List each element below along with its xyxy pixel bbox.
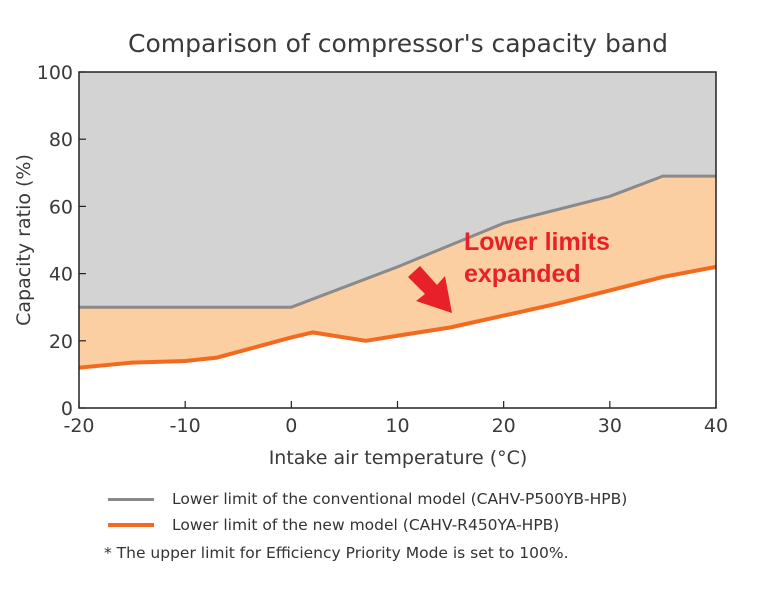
expanded-band-area xyxy=(79,176,716,368)
x-tick-label: 0 xyxy=(285,415,297,437)
x-tick-label: -20 xyxy=(63,415,94,437)
x-tick-label: 20 xyxy=(492,415,516,437)
plot-area xyxy=(78,71,717,409)
x-tick-label: -10 xyxy=(170,415,201,437)
chart-title: Comparison of compressor's capacity band xyxy=(128,29,668,58)
x-tick-labels: -20 -10 0 10 20 30 40 xyxy=(63,401,728,437)
x-tick-label: 10 xyxy=(385,415,409,437)
x-tick-label: 30 xyxy=(598,415,622,437)
conventional-band-area xyxy=(79,72,716,308)
footnote: * The upper limit for Efficiency Priorit… xyxy=(104,544,569,562)
y-tick-label: 100 xyxy=(37,62,73,84)
x-axis-label: Intake air temperature (°C) xyxy=(269,447,528,469)
legend-swatch-conventional xyxy=(108,497,154,501)
legend-item-new: Lower limit of the new model (CAHV-R450Y… xyxy=(108,512,627,538)
annotation: Lower limits expanded xyxy=(408,228,610,313)
annotation-line-1: Lower limits xyxy=(464,228,610,256)
y-tick-label: 0 xyxy=(61,398,73,420)
y-tick-labels: 0 20 40 60 80 100 xyxy=(37,62,86,420)
y-axis-label: Capacity ratio (%) xyxy=(13,154,35,326)
x-tick-label: 40 xyxy=(704,415,728,437)
conventional-model-line xyxy=(79,174,716,309)
y-tick-label: 60 xyxy=(49,196,73,218)
y-tick-label: 20 xyxy=(49,331,73,353)
legend-label-conventional: Lower limit of the conventional model (C… xyxy=(172,490,628,508)
annotation-line-2: expanded xyxy=(464,260,581,288)
arrow-icon xyxy=(408,266,452,313)
legend: Lower limit of the conventional model (C… xyxy=(108,486,627,538)
legend-label-new: Lower limit of the new model (CAHV-R450Y… xyxy=(172,516,560,534)
new-model-line xyxy=(78,264,717,370)
legend-swatch-new xyxy=(108,523,154,527)
y-tick-label: 80 xyxy=(49,129,73,151)
legend-item-conventional: Lower limit of the conventional model (C… xyxy=(108,486,627,512)
y-tick-label: 40 xyxy=(49,264,73,286)
